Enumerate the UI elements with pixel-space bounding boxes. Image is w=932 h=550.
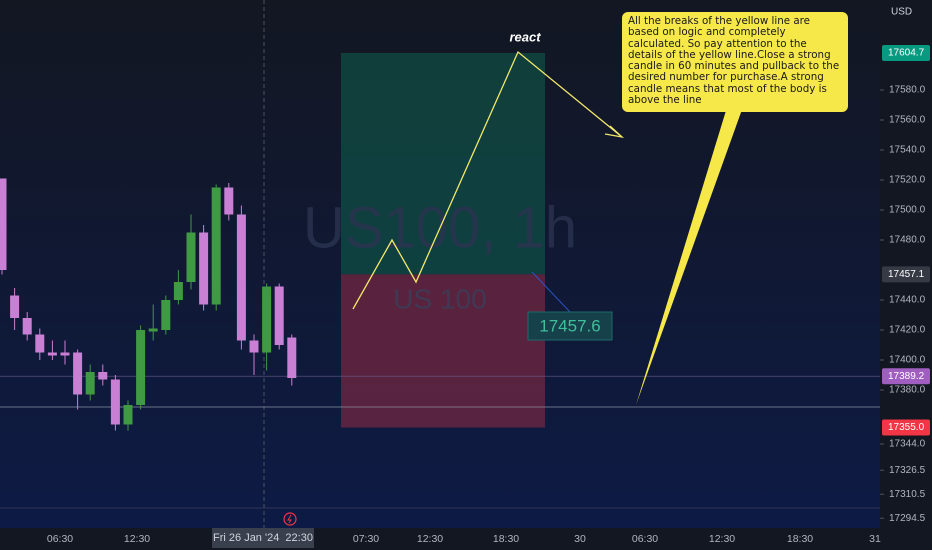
candle-body xyxy=(262,286,272,353)
yellow-path xyxy=(352,50,623,310)
position-label: 17457.6 xyxy=(539,316,600,335)
candle-body xyxy=(274,286,284,345)
candle-body xyxy=(136,330,146,405)
crosshair-label-box xyxy=(212,528,314,548)
x-tick-label: 18:30 xyxy=(787,533,813,545)
candle-body xyxy=(98,372,108,380)
currency: USD xyxy=(891,7,912,18)
x-tick-label: 12:30 xyxy=(709,533,735,545)
y-tick-label: 17580.0 xyxy=(889,85,926,96)
y-tick-label: 17440.0 xyxy=(889,295,926,306)
x-tick-label: 07:30 xyxy=(353,533,379,545)
y-tick-label: 17540.0 xyxy=(889,145,926,156)
candle-body xyxy=(73,352,83,395)
candle-body xyxy=(236,214,246,341)
y-tick-label: 17380.0 xyxy=(889,385,926,396)
price-tag-label: 17389.2 xyxy=(888,371,925,382)
x-tick-label: 12:30 xyxy=(417,533,443,545)
candle-body xyxy=(287,337,297,378)
y-tick-label: 17400.0 xyxy=(889,355,926,366)
watermark-sub: US 100 xyxy=(393,283,486,314)
candle-body xyxy=(224,187,234,215)
candle-body xyxy=(173,282,183,300)
profit-zone xyxy=(341,52,545,275)
position-label-box xyxy=(527,311,613,341)
candle-body xyxy=(249,340,259,353)
event-icon[interactable] xyxy=(283,512,297,526)
x-tick-label: 12:30 xyxy=(124,533,150,545)
candle-body xyxy=(47,352,57,356)
candle-body xyxy=(148,328,158,332)
x-tick-label: 06:30 xyxy=(47,533,73,545)
price-tag-label: 17355.0 xyxy=(888,422,925,433)
react-label: react xyxy=(509,29,541,44)
y-tick-label: 17480.0 xyxy=(889,235,926,246)
candle-body xyxy=(199,232,209,305)
price-tag xyxy=(882,419,930,436)
price-tag xyxy=(882,44,930,61)
candle-body xyxy=(0,178,7,270)
candle-body xyxy=(10,295,20,318)
callout-pointer xyxy=(636,104,744,405)
candle-body xyxy=(161,300,171,330)
candle-body xyxy=(211,187,221,305)
candle-body xyxy=(123,405,133,425)
x-tick-label: 30 xyxy=(574,533,586,545)
candle-body xyxy=(22,318,32,335)
y-tick-label: 17344.0 xyxy=(889,439,926,450)
x-tick-label: 06:30 xyxy=(632,533,658,545)
x-tick-label: 31 xyxy=(869,533,881,545)
y-tick-label: 17420.0 xyxy=(889,325,926,336)
candle-body xyxy=(110,379,120,425)
y-tick-label: 17294.5 xyxy=(889,513,926,524)
price-tag-label: 17457.1 xyxy=(888,269,925,280)
price-tag-label: 17604.7 xyxy=(888,48,925,59)
callout: All the breaks of the yellow line are ba… xyxy=(622,12,848,112)
crosshair-label: Fri 26 Jan '24 22:30 xyxy=(213,532,313,544)
candle-body xyxy=(35,334,45,353)
price-tag xyxy=(882,266,930,283)
price-tag xyxy=(882,368,930,385)
y-tick-label: 17560.0 xyxy=(889,115,926,126)
y-tick-label: 17326.5 xyxy=(889,465,926,476)
candle-body xyxy=(186,232,196,282)
y-tick-label: 17520.0 xyxy=(889,175,926,186)
event-bolt xyxy=(287,514,292,524)
y-tick-label: 17500.0 xyxy=(889,205,926,216)
yellow-arrowhead xyxy=(604,125,625,139)
loss-zone xyxy=(341,274,545,428)
connector xyxy=(531,271,571,313)
candle-body xyxy=(85,372,95,395)
y-tick-label: 17310.5 xyxy=(889,489,926,500)
x-tick-label: 18:30 xyxy=(493,533,519,545)
candle-body xyxy=(60,352,70,356)
